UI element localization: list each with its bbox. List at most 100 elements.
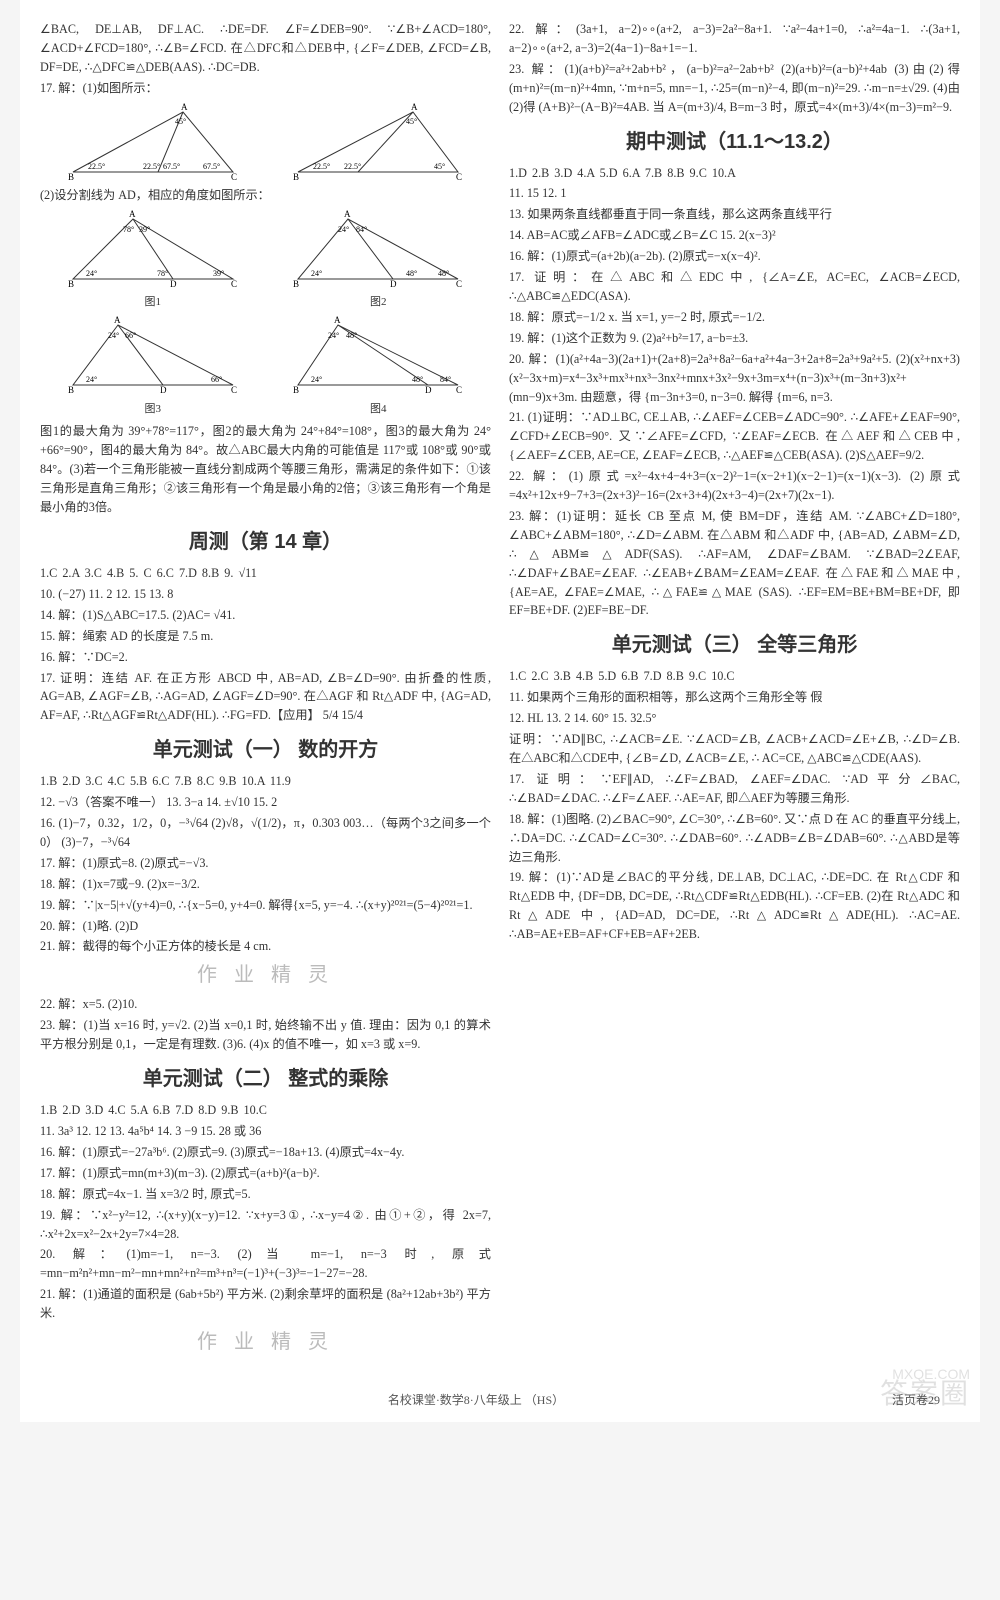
section-heading: 周测（第 14 章） bbox=[40, 527, 491, 558]
svg-text:48°: 48° bbox=[346, 331, 357, 340]
text-block: 17. 解：(1)原式=mn(m+3)(m−3). (2)原式=(a+b)²(a… bbox=[40, 1164, 491, 1183]
diagram-label: 图1 bbox=[63, 294, 243, 311]
diagram-row-1: BCA 22.5°22.5°67.5° 67.5°45° BCA 22.5°22… bbox=[40, 102, 491, 182]
text-block: 16. (1)−7，0.32，1/2，0，−³√64 (2)√8，√(1/2)，… bbox=[40, 814, 491, 852]
text-block: 22. 解：(1)原式=x²−4x+4−4+3=(x−2)²−1=(x−2+1)… bbox=[509, 467, 960, 505]
text-block: 21. (1)证明：∵AD⊥BC, CE⊥AB, ∴∠AEF=∠CEB=∠ADC… bbox=[509, 408, 960, 465]
text-block: 12. HL 13. 2 14. 60° 15. 32.5° bbox=[509, 709, 960, 728]
svg-text:D: D bbox=[425, 385, 432, 395]
svg-text:45°: 45° bbox=[434, 162, 445, 171]
svg-text:24°: 24° bbox=[108, 331, 119, 340]
triangle-diagram: BDCA 24°24°48° 48°84° bbox=[288, 315, 468, 395]
svg-text:D: D bbox=[160, 385, 167, 395]
answer-line: 1.B 2.D 3.C 4.C 5.B 6.C 7.B 8.C 9.B 10.A… bbox=[40, 772, 491, 791]
text-block: 18. 解：原式=−1/2 x. 当 x=1, y=−2 时, 原式=−1/2. bbox=[509, 308, 960, 327]
text-block: 20. 解：(1)(a²+4a−3)(2a+1)+(2a+8)=2a³+8a²−… bbox=[509, 350, 960, 407]
svg-text:84°: 84° bbox=[356, 225, 367, 234]
answer-line: 1.B 2.D 3.D 4.C 5.A 6.B 7.D 8.D 9.B 10.C bbox=[40, 1101, 491, 1120]
svg-text:67.5°: 67.5° bbox=[203, 162, 220, 171]
svg-text:24°: 24° bbox=[311, 375, 322, 384]
footer-center-text: 名校课堂·数学8·八年级上 （HS） bbox=[388, 1391, 564, 1408]
svg-text:39°: 39° bbox=[213, 269, 224, 278]
section-heading: 单元测试（一） 数的开方 bbox=[40, 735, 491, 766]
svg-text:A: A bbox=[129, 209, 136, 219]
svg-text:22.5°: 22.5° bbox=[88, 162, 105, 171]
diagram-row-3: BDCA 24°24°66° 66° 图3 BDCA 24°24°48° 48°… bbox=[40, 315, 491, 418]
answer-line: 1.C 2.C 3.B 4.B 5.D 6.B 7.D 8.B 9.C 10.C bbox=[509, 667, 960, 686]
text-block: 11. 如果两个三角形的面积相等，那么这两个三角形全等 假 bbox=[509, 688, 960, 707]
answer-line: 1.C 2.A 3.C 4.B 5. C 6.C 7.D 8.B 9. √11 bbox=[40, 564, 491, 583]
svg-text:C: C bbox=[231, 279, 237, 289]
svg-text:66°: 66° bbox=[125, 331, 136, 340]
text-block: 19. 解：∵|x−5|+√(y+4)=0, ∴{x−5=0, y+4=0. 解… bbox=[40, 896, 491, 915]
svg-text:B: B bbox=[293, 279, 299, 289]
text-block: 22. 解：x=5. (2)10. bbox=[40, 995, 491, 1014]
two-column-layout: ∠BAC, DE⊥AB, DF⊥AC. ∴DE=DF. ∠F=∠DEB=90°.… bbox=[40, 20, 960, 1362]
svg-text:D: D bbox=[390, 279, 397, 289]
svg-text:78°: 78° bbox=[123, 225, 134, 234]
q17-part3: 图1的最大角为 39°+78°=117°，图2的最大角为 24°+84°=108… bbox=[40, 422, 491, 517]
svg-text:B: B bbox=[68, 172, 74, 182]
svg-text:A: A bbox=[334, 315, 341, 325]
svg-text:C: C bbox=[456, 385, 462, 395]
q17-part2: (2)设分割线为 AD，相应的角度如图所示： bbox=[40, 186, 491, 205]
svg-text:39°: 39° bbox=[139, 225, 150, 234]
text-block: 15. 解：绳索 AD 的长度是 7.5 m. bbox=[40, 627, 491, 646]
triangle-diagram: BDCA 24°24°84° 48°48° bbox=[288, 209, 468, 289]
svg-text:22.5°: 22.5° bbox=[143, 162, 160, 171]
triangle-diagram: BDCA 24°78°39° 78°39° bbox=[63, 209, 243, 289]
watermark-faint: 作 业 精 灵 bbox=[40, 960, 491, 991]
svg-text:48°: 48° bbox=[406, 269, 417, 278]
text-block: 19. 解：(1)∵AD是∠BAC的平分线, DE⊥AB, DC⊥AC, ∴DE… bbox=[509, 868, 960, 944]
text-block: 18. 解：(1)x=7或−9. (2)x=−3/2. bbox=[40, 875, 491, 894]
svg-text:48°: 48° bbox=[438, 269, 449, 278]
column-left: ∠BAC, DE⊥AB, DF⊥AC. ∴DE=DF. ∠F=∠DEB=90°.… bbox=[40, 20, 491, 1362]
text-block: ∠BAC, DE⊥AB, DF⊥AC. ∴DE=DF. ∠F=∠DEB=90°.… bbox=[40, 20, 491, 77]
diagram-label: 图2 bbox=[288, 294, 468, 311]
text-block: 16. 解：(1)原式=−27a³b⁶. (2)原式=9. (3)原式=−18a… bbox=[40, 1143, 491, 1162]
column-right: 22. 解：(3a+1, a−2)∘∘(a+2, a−3)=2a²−8a+1. … bbox=[509, 20, 960, 1362]
text-block: 17. 证明：在△ABC和△EDC中, {∠A=∠E, AC=EC, ∠ACB=… bbox=[509, 268, 960, 306]
svg-text:C: C bbox=[231, 385, 237, 395]
watermark-faint: 作 业 精 灵 bbox=[40, 1327, 491, 1358]
svg-text:67.5°: 67.5° bbox=[163, 162, 180, 171]
section-heading: 单元测试（二） 整式的乘除 bbox=[40, 1064, 491, 1095]
diagram-label: 图4 bbox=[288, 401, 468, 418]
text-block: 19. 解：(1)这个正数为 9. (2)a²+b²=17, a−b=±3. bbox=[509, 329, 960, 348]
svg-text:45°: 45° bbox=[406, 117, 417, 126]
svg-text:84°: 84° bbox=[440, 375, 451, 384]
text-block: 20. 解：(1)略. (2)D bbox=[40, 917, 491, 936]
text-block: 22. 解：(3a+1, a−2)∘∘(a+2, a−3)=2a²−8a+1. … bbox=[509, 20, 960, 58]
svg-text:C: C bbox=[456, 279, 462, 289]
svg-text:B: B bbox=[293, 385, 299, 395]
text-block: 17. 证明：连结 AF. 在正方形 ABCD 中, AB=AD, ∠B=∠D=… bbox=[40, 669, 491, 726]
svg-text:24°: 24° bbox=[86, 269, 97, 278]
svg-text:22.5°: 22.5° bbox=[344, 162, 361, 171]
svg-text:45°: 45° bbox=[175, 117, 186, 126]
text-block: 10. (−27) 11. 2 12. 15 13. 8 bbox=[40, 585, 491, 604]
svg-text:24°: 24° bbox=[311, 269, 322, 278]
section-heading: 单元测试（三） 全等三角形 bbox=[509, 630, 960, 661]
text-block: 证明：∵AD∥BC, ∴∠ACB=∠E. ∵∠ACD=∠B, ∠ACB+∠ACD… bbox=[509, 730, 960, 768]
text-block: 21. 解：截得的每个小正方体的棱长是 4 cm. bbox=[40, 937, 491, 956]
svg-text:A: A bbox=[181, 102, 188, 112]
page-footer: 名校课堂·数学8·八年级上 （HS） 活页卷29 bbox=[20, 1391, 980, 1408]
text-block: 11. 3a³ 12. 12 13. 4a⁵b⁴ 14. 3 −9 15. 28… bbox=[40, 1122, 491, 1141]
triangle-diagram: BCA 22.5°22.5°67.5° 67.5°45° bbox=[63, 102, 243, 182]
text-block: 13. 如果两条直线都垂直于同一条直线，那么这两条直线平行 bbox=[509, 205, 960, 224]
text-block: 16. 解：(1)原式=(a+2b)(a−2b). (2)原式=−x(x−4)²… bbox=[509, 247, 960, 266]
svg-text:24°: 24° bbox=[338, 225, 349, 234]
svg-text:C: C bbox=[456, 172, 462, 182]
text-block: 23. 解：(1)当 x=16 时, y=√2. (2)当 x=0,1 时, 始… bbox=[40, 1016, 491, 1054]
svg-text:78°: 78° bbox=[157, 269, 168, 278]
text-block: 20. 解：(1)m=−1, n=−3. (2)当 m=−1, n=−3 时, … bbox=[40, 1245, 491, 1283]
watermark-text: 答案圈 bbox=[880, 1372, 970, 1412]
svg-text:24°: 24° bbox=[328, 331, 339, 340]
text-block: 23. 解：(1)(a+b)²=a²+2ab+b²，(a−b)²=a²−2ab+… bbox=[509, 60, 960, 117]
text-block: 19. 解：∵x²−y²=12, ∴(x+y)(x−y)=12. ∵x+y=3①… bbox=[40, 1206, 491, 1244]
triangle-diagram: BCA 22.5°22.5° 45°45° bbox=[288, 102, 468, 182]
diagram-row-2: BDCA 24°78°39° 78°39° 图1 BDCA 24°24°84° … bbox=[40, 209, 491, 312]
text-block: 23. 解：(1)证明：延长 CB 至点 M, 使 BM=DF，连结 AM. ∵… bbox=[509, 507, 960, 620]
svg-text:C: C bbox=[231, 172, 237, 182]
svg-text:A: A bbox=[411, 102, 418, 112]
